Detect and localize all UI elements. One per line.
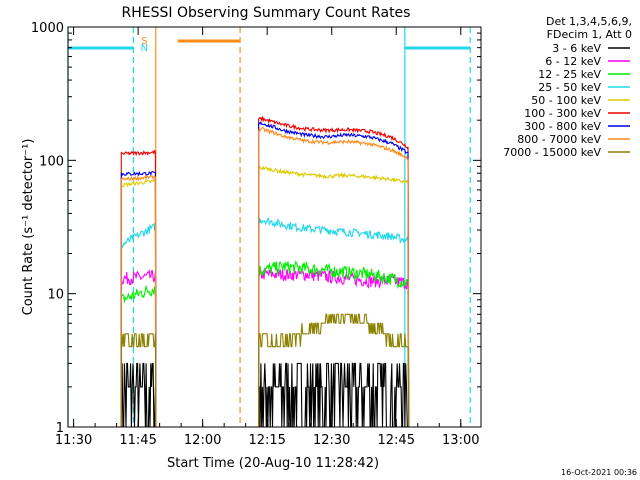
x-tick-label: 12:00 — [184, 433, 221, 448]
x-tick-label: 12:30 — [313, 433, 350, 448]
legend-header-line-2: FDecim 1, Att 0 — [547, 28, 632, 41]
series-line — [120, 268, 157, 428]
legend-header-line-1: Det 1,3,4,5,6,9, — [546, 15, 632, 28]
y-axis-label: Count Rate (s⁻¹ detector⁻¹) — [21, 139, 36, 316]
series-line — [258, 126, 410, 428]
y-tick-label: 1 — [56, 421, 64, 436]
marker-layer: SN — [67, 27, 471, 427]
series-line — [120, 149, 157, 428]
legend-label: 6 - 12 keV — [545, 55, 601, 68]
y-tick-label: 1000 — [31, 21, 64, 36]
x-tick-label: 12:45 — [378, 433, 415, 448]
night-marker-label: N — [141, 43, 148, 54]
render-timestamp: 16-Oct-2021 00:36 — [561, 468, 637, 477]
legend-label: 50 - 100 keV — [531, 94, 601, 107]
series-line — [258, 217, 410, 428]
legend-label: 25 - 50 keV — [538, 81, 601, 94]
series-line — [258, 120, 410, 428]
saa-marker-label: S — [141, 36, 147, 47]
legend-label: 3 - 6 keV — [552, 42, 601, 55]
x-tick-label: 11:45 — [119, 433, 156, 448]
series-line — [258, 260, 410, 428]
legend: Det 1,3,4,5,6,9, FDecim 1, Att 0 3 - 6 k… — [503, 15, 632, 159]
series-line — [258, 313, 410, 428]
legend-label: 800 - 7000 keV — [517, 133, 601, 146]
legend-label: 300 - 800 keV — [524, 120, 601, 133]
series-layer — [120, 115, 410, 428]
x-axis-label: Start Time (20-Aug-10 11:28:42) — [167, 456, 379, 471]
series-line — [120, 179, 157, 428]
y-tick-label: 100 — [39, 154, 64, 169]
legend-label: 100 - 300 keV — [524, 107, 601, 120]
series-line — [120, 170, 157, 428]
legend-label: 7000 - 15000 keV — [503, 146, 601, 159]
series-line — [120, 174, 157, 428]
series-line — [120, 362, 157, 428]
legend-label: 12 - 25 keV — [538, 68, 601, 81]
x-tick-label: 12:15 — [248, 433, 285, 448]
series-line — [258, 115, 410, 428]
tick-layer: 11:30 11:45 12:00 12:15 12:30 12:45 13:00 1 10 10… — [31, 21, 481, 448]
chart-title: RHESSI Observing Summary Count Rates — [122, 5, 411, 21]
x-tick-label: 11:30 — [55, 433, 92, 448]
series-line — [258, 164, 410, 428]
plot-frame — [67, 26, 482, 428]
series-line — [120, 223, 157, 428]
x-tick-label: 13:00 — [442, 433, 479, 448]
series-line — [258, 362, 409, 428]
y-tick-label: 10 — [47, 288, 64, 303]
series-line — [120, 333, 157, 428]
series-line — [120, 284, 157, 428]
